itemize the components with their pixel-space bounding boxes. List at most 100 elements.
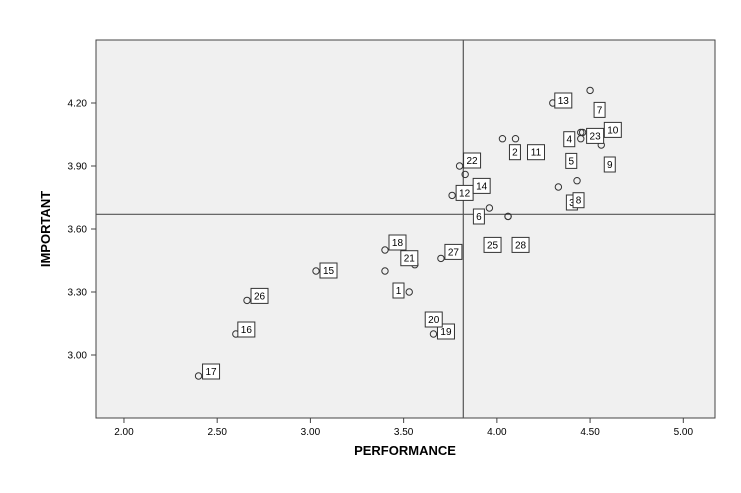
data-point: 9 [597, 141, 616, 173]
x-tick-label: 2.50 [207, 427, 227, 438]
point-marker [573, 177, 581, 185]
point-marker [243, 296, 251, 305]
point-marker [405, 288, 413, 296]
point-label-box [463, 152, 482, 169]
point-label-box [392, 282, 405, 299]
x-tick-label: 3.00 [301, 427, 321, 438]
point-label-box [508, 144, 521, 161]
point-label-box [472, 208, 485, 225]
point-label-box [388, 234, 407, 251]
point-marker [429, 330, 438, 338]
point-label: 12 [459, 188, 471, 199]
point-marker [455, 162, 464, 170]
x-tick-label: 4.00 [487, 427, 507, 438]
data-point: 23 [578, 127, 605, 144]
point-label: 1 [396, 286, 402, 297]
y-axis: 3.00 3.30 3.60 3.90 4.20 [68, 99, 96, 362]
point-label-box [511, 236, 530, 253]
data-point: 18 [381, 234, 407, 254]
x-tick-label: 5.00 [674, 427, 694, 438]
point-label: 15 [323, 266, 335, 277]
point-label-box [554, 92, 573, 109]
point-label-box [472, 177, 491, 194]
point-marker [578, 128, 587, 137]
point-label: 11 [531, 148, 542, 159]
data-points: 1234567891011121314151617181920212223252… [194, 86, 622, 380]
point-label: 10 [607, 125, 619, 136]
data-point: 15 [312, 262, 338, 279]
point-label: 21 [404, 254, 416, 265]
point-marker [312, 267, 320, 275]
y-tick-label: 3.30 [68, 288, 88, 299]
point-label: 18 [392, 238, 404, 249]
point-label: 25 [487, 240, 499, 251]
point-label: 3 [569, 198, 575, 209]
data-point: 28 [504, 212, 530, 253]
y-tick-label: 3.60 [68, 225, 88, 236]
point-label: 17 [205, 367, 217, 378]
point-label-box [400, 250, 419, 267]
data-point: 10 [603, 121, 622, 138]
point-label: 13 [558, 96, 570, 107]
point-marker [437, 254, 445, 263]
point-label: 23 [590, 131, 602, 142]
point-label: 19 [440, 327, 452, 338]
data-point: 7 [586, 86, 606, 118]
point-label: 7 [597, 105, 603, 116]
point-marker [461, 170, 469, 179]
point-label: 22 [467, 156, 479, 167]
point-marker [554, 183, 563, 191]
data-point: 13 [549, 92, 573, 109]
data-point: 17 [194, 363, 221, 380]
x-tick-label: 2.00 [114, 427, 134, 438]
point-marker [586, 86, 594, 95]
plot-area [95, 39, 716, 419]
data-point: 11 [511, 135, 546, 161]
point-label: 9 [607, 160, 613, 171]
point-label-box [436, 323, 455, 340]
y-tick-label: 4.20 [68, 99, 88, 110]
data-point: 21 [400, 250, 419, 269]
reference-lines [96, 40, 715, 418]
data-point: 20 [405, 288, 443, 328]
data-point: 26 [243, 287, 269, 305]
point-label-box [250, 287, 269, 304]
point-label: 26 [254, 291, 266, 302]
point-marker [498, 135, 507, 143]
x-axis-title: PERFORMANCE [354, 443, 456, 458]
point-label-box [565, 152, 578, 169]
point-label: 14 [476, 181, 488, 192]
point-marker [485, 204, 494, 212]
data-point: 19 [429, 323, 455, 340]
point-label-box [319, 262, 338, 279]
point-marker [504, 212, 512, 221]
point-label-box [603, 121, 622, 138]
point-label: 4 [566, 135, 572, 146]
point-label-box [444, 243, 463, 260]
y-axis-title: IMPORTANT [38, 191, 53, 267]
point-label-box [527, 144, 546, 161]
point-label: 5 [568, 156, 574, 167]
point-label: 2 [512, 148, 518, 159]
point-label-box [237, 321, 256, 338]
y-tick-label: 3.90 [68, 162, 88, 173]
point-label: 27 [448, 247, 460, 258]
point-label: 8 [576, 196, 582, 207]
point-label-box [563, 131, 576, 148]
point-marker [511, 135, 520, 143]
point-label-box [593, 101, 606, 118]
point-marker [448, 191, 456, 200]
data-point: 1 [381, 267, 405, 299]
data-point: 5 [565, 128, 585, 169]
data-point: 14 [461, 170, 491, 194]
data-point: 6 [472, 204, 494, 225]
x-tick-label: 4.50 [580, 427, 600, 438]
data-point: 27 [437, 243, 463, 263]
point-label-box [572, 192, 585, 209]
data-point: 16 [232, 321, 256, 338]
point-label-box [202, 363, 221, 380]
point-label-box [603, 156, 616, 173]
point-marker [577, 128, 585, 137]
point-label: 20 [428, 315, 440, 326]
point-label: 28 [515, 240, 527, 251]
